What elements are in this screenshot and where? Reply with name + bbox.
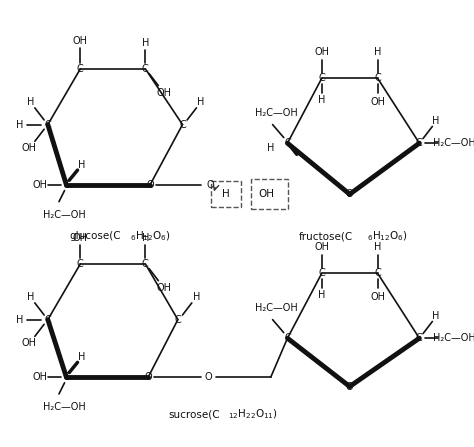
Text: OH: OH	[156, 283, 172, 293]
Text: C: C	[142, 259, 149, 269]
Text: C: C	[374, 268, 381, 278]
Text: C: C	[179, 120, 186, 130]
Text: H₂C—OH: H₂C—OH	[255, 109, 298, 118]
Text: H₂C—OH: H₂C—OH	[43, 210, 86, 219]
Text: H: H	[142, 233, 149, 243]
Text: O: O	[146, 180, 154, 190]
Text: C: C	[63, 180, 70, 190]
Text: C: C	[284, 138, 291, 148]
Text: H: H	[374, 47, 381, 57]
Text: sucrose(C: sucrose(C	[169, 409, 220, 419]
Text: OH: OH	[314, 242, 329, 252]
Text: H: H	[78, 352, 85, 362]
Text: OH: OH	[22, 143, 37, 153]
Text: H: H	[197, 97, 205, 107]
FancyBboxPatch shape	[251, 179, 288, 209]
Text: H: H	[432, 116, 440, 126]
Text: H: H	[27, 97, 35, 107]
Text: O: O	[346, 189, 354, 199]
Text: OH: OH	[156, 88, 172, 98]
Text: H: H	[222, 189, 230, 199]
Text: fructose(C: fructose(C	[299, 231, 353, 241]
Text: C: C	[416, 333, 423, 343]
Text: H: H	[432, 311, 440, 321]
Text: $_6$H$_{12}$O$_6$): $_6$H$_{12}$O$_6$)	[367, 229, 408, 243]
Text: H: H	[318, 95, 326, 105]
Text: H₂C—OH: H₂C—OH	[43, 402, 86, 412]
FancyBboxPatch shape	[211, 181, 241, 207]
Text: glucose(C: glucose(C	[69, 231, 121, 241]
Text: O: O	[205, 372, 212, 382]
Text: H: H	[78, 160, 85, 169]
Text: C: C	[174, 315, 181, 325]
Text: C: C	[284, 333, 291, 343]
Text: H: H	[16, 315, 24, 325]
Text: H: H	[267, 143, 274, 153]
Text: OH: OH	[22, 338, 37, 348]
Text: C: C	[374, 73, 381, 83]
Text: C: C	[319, 268, 325, 278]
Text: C: C	[63, 372, 70, 382]
Text: H: H	[193, 292, 200, 302]
Text: OH: OH	[33, 180, 48, 190]
Text: C: C	[142, 64, 149, 74]
Text: OH: OH	[370, 292, 385, 302]
Text: O: O	[346, 381, 354, 392]
Text: H: H	[374, 242, 381, 252]
Text: C: C	[77, 64, 84, 74]
Text: H: H	[142, 38, 149, 48]
Text: H₂C—OH: H₂C—OH	[255, 304, 298, 313]
Text: OH: OH	[73, 36, 88, 46]
Text: O: O	[207, 180, 214, 190]
Text: H: H	[27, 292, 35, 302]
Text: C: C	[77, 259, 84, 269]
Text: C: C	[416, 138, 423, 148]
Text: O: O	[144, 372, 152, 382]
Text: H: H	[318, 291, 326, 300]
Text: $_6$H$_{12}$O$_6$): $_6$H$_{12}$O$_6$)	[129, 229, 170, 243]
Text: OH: OH	[73, 233, 88, 243]
Text: C: C	[319, 73, 325, 83]
Text: OH: OH	[258, 189, 274, 199]
Text: C: C	[45, 315, 51, 325]
Text: H₂C—OH: H₂C—OH	[433, 138, 474, 148]
Text: H₂C—OH: H₂C—OH	[433, 333, 474, 343]
Text: H: H	[16, 120, 24, 130]
Text: OH: OH	[370, 97, 385, 107]
Text: $_{12}$H$_{22}$O$_{11}$): $_{12}$H$_{22}$O$_{11}$)	[228, 408, 278, 421]
Text: OH: OH	[314, 47, 329, 57]
Text: OH: OH	[33, 372, 48, 382]
Text: C: C	[45, 120, 51, 130]
